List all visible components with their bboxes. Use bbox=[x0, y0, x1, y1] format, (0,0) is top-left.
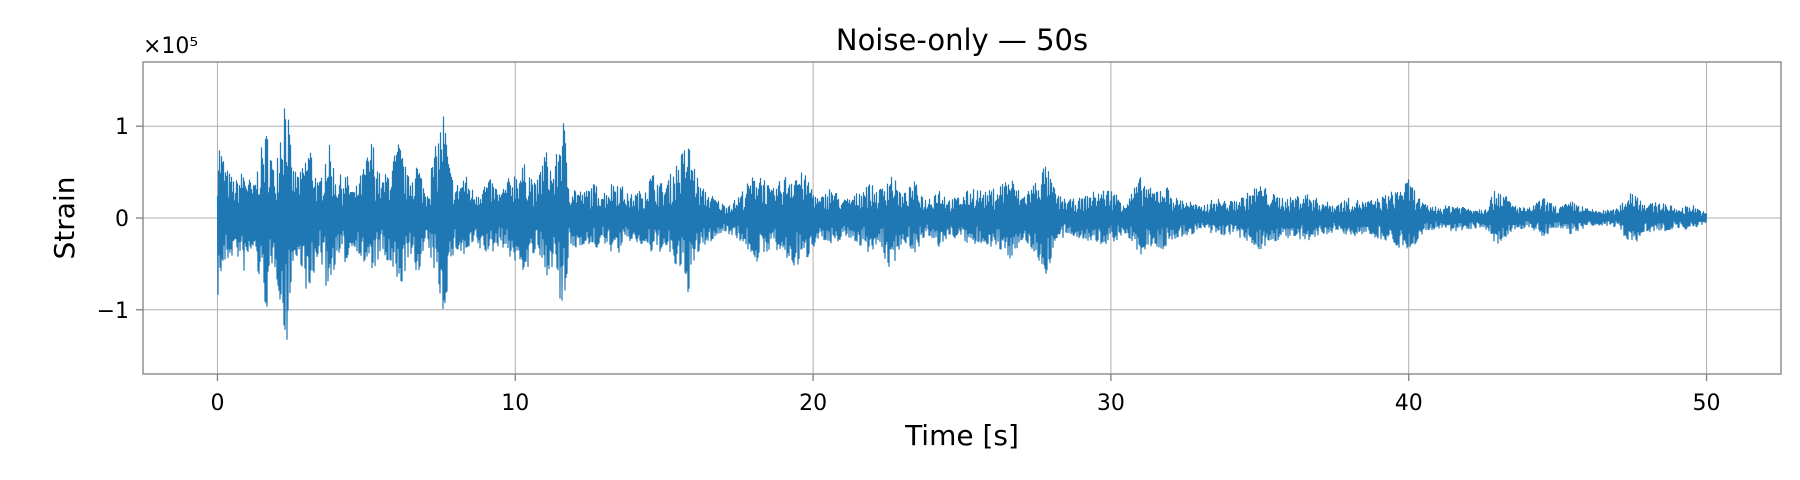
y-axis-label: Strain bbox=[48, 177, 81, 260]
x-tick-label: 20 bbox=[799, 391, 827, 416]
x-tick-group: 0 10 20 30 40 50 bbox=[210, 374, 1721, 416]
x-tick-label: 10 bbox=[501, 391, 529, 416]
x-axis-label: Time [s] bbox=[904, 419, 1019, 452]
y-tick-label: 1 bbox=[115, 115, 129, 140]
y-tick-label: −1 bbox=[97, 299, 129, 324]
strain-series-line bbox=[216, 108, 1708, 340]
x-tick-label: 50 bbox=[1693, 391, 1721, 416]
series-layer bbox=[216, 108, 1708, 340]
y-offset-label: ×10⁵ bbox=[143, 34, 198, 59]
y-tick-group: −1 0 1 bbox=[97, 115, 143, 324]
x-tick-label: 30 bbox=[1097, 391, 1125, 416]
x-tick-label: 40 bbox=[1395, 391, 1423, 416]
y-tick-label: 0 bbox=[115, 207, 129, 232]
chart-title: Noise-only — 50s bbox=[836, 23, 1088, 57]
x-tick-label: 0 bbox=[210, 391, 224, 416]
